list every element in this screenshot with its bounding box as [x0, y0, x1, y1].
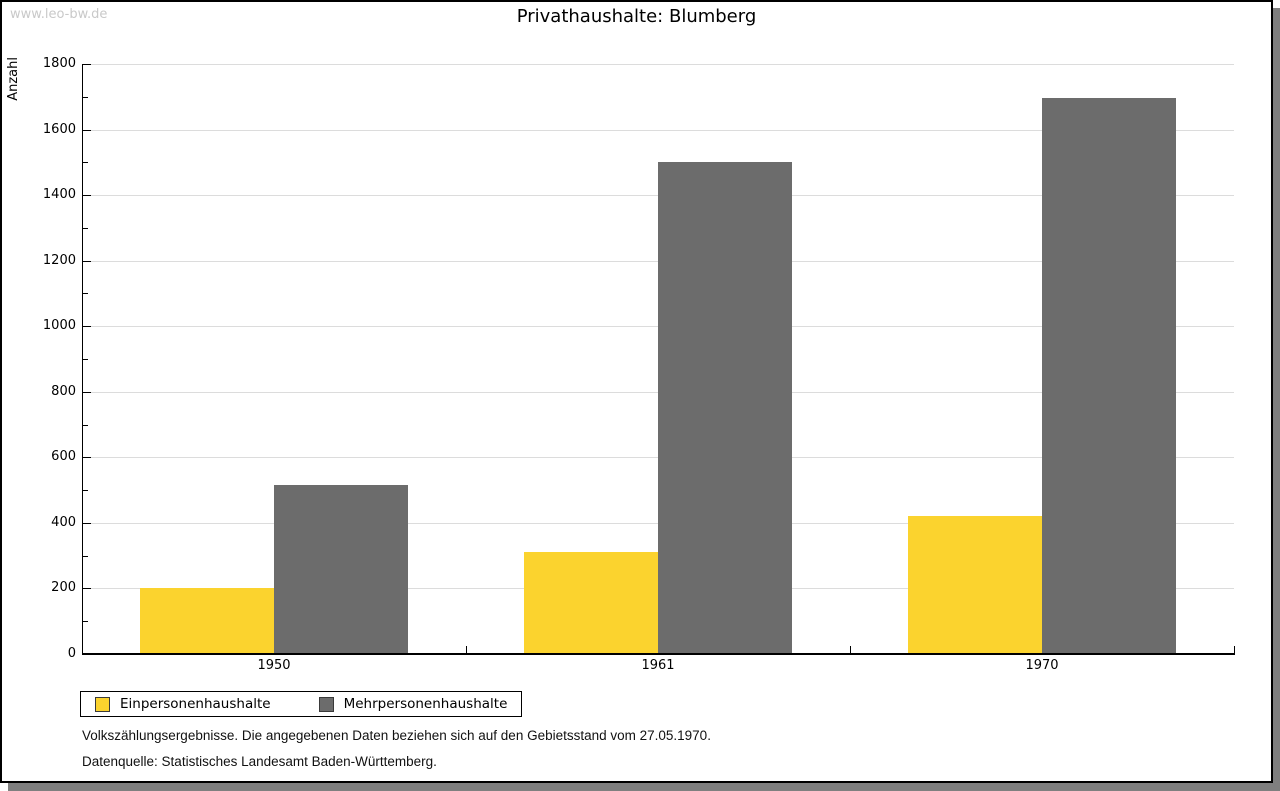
y-minor-tick: [83, 96, 88, 98]
y-major-tick: [83, 522, 91, 524]
footnote-data-source: Datenquelle: Statistisches Landesamt Bad…: [82, 754, 437, 769]
y-tick-label: 1800: [42, 56, 76, 71]
y-tick-label: 1400: [42, 187, 76, 203]
y-minor-tick: [83, 490, 88, 492]
y-minor-tick: [83, 227, 88, 229]
gridline: [83, 64, 1234, 65]
legend-item: Mehrpersonenhaushalte: [318, 696, 508, 712]
chart-title: Privathaushalte: Blumberg: [516, 6, 757, 27]
bar-mehrpersonenhaushalte-1961: [658, 162, 792, 654]
legend-swatch-einpersonenhaushalte: [95, 696, 110, 712]
y-tick-label: 600: [51, 449, 76, 465]
y-major-tick: [83, 64, 91, 65]
y-tick-label: 1000: [42, 318, 76, 334]
y-axis-line: [82, 64, 83, 655]
y-tick-label: 1200: [42, 252, 76, 268]
x-axis-line: [82, 653, 1235, 655]
x-tick-label: 1961: [641, 658, 675, 673]
legend-label: Mehrpersonenhaushalte: [343, 696, 508, 712]
y-tick-label: 400: [51, 514, 76, 530]
x-boundary-tick: [1234, 646, 1235, 653]
y-major-tick: [83, 260, 91, 262]
y-minor-tick: [83, 621, 88, 623]
y-major-tick: [83, 195, 91, 197]
legend-label: Einpersonenhaushalte: [120, 696, 271, 712]
y-tick-label: 0: [67, 646, 76, 661]
bar-mehrpersonenhaushalte-1950: [274, 485, 408, 654]
y-tick-label: 200: [51, 580, 76, 596]
y-minor-tick: [83, 424, 88, 426]
bar-mehrpersonenhaushalte-1970: [1042, 98, 1176, 654]
y-major-tick: [83, 457, 91, 459]
x-tick-label: 1950: [257, 658, 291, 673]
watermark: www.leo-bw.de: [10, 7, 108, 22]
y-major-tick: [83, 391, 91, 393]
x-tick-label: 1970: [1025, 658, 1059, 673]
legend-item: Einpersonenhaushalte: [95, 696, 271, 712]
y-major-tick: [83, 588, 91, 590]
footnote-source-note: Volkszählungsergebnisse. Die angegebenen…: [82, 728, 711, 743]
x-boundary-tick: [850, 646, 851, 653]
y-tick-label: 1600: [42, 121, 76, 137]
y-major-tick: [83, 326, 91, 328]
y-minor-tick: [83, 293, 88, 295]
y-tick-label: 800: [51, 383, 76, 399]
gridline: [83, 129, 1234, 131]
bar-einpersonenhaushalte-1961: [524, 552, 658, 654]
legend-swatch-mehrpersonenhaushalte: [318, 696, 334, 712]
y-minor-tick: [83, 359, 88, 360]
x-boundary-tick: [466, 646, 467, 653]
y-minor-tick: [83, 555, 88, 557]
plot-area: 1950 1961 1970 0 200 400 600 800 1000 1200 1400 160…: [2, 2, 1271, 781]
legend: Einpersonenhaushalte Mehrpersonenhaushal…: [80, 691, 523, 717]
bar-einpersonenhaushalte-1950: [140, 588, 274, 654]
y-minor-tick: [83, 162, 88, 164]
y-major-tick: [83, 129, 91, 131]
bar-einpersonenhaushalte-1970: [908, 516, 1042, 654]
